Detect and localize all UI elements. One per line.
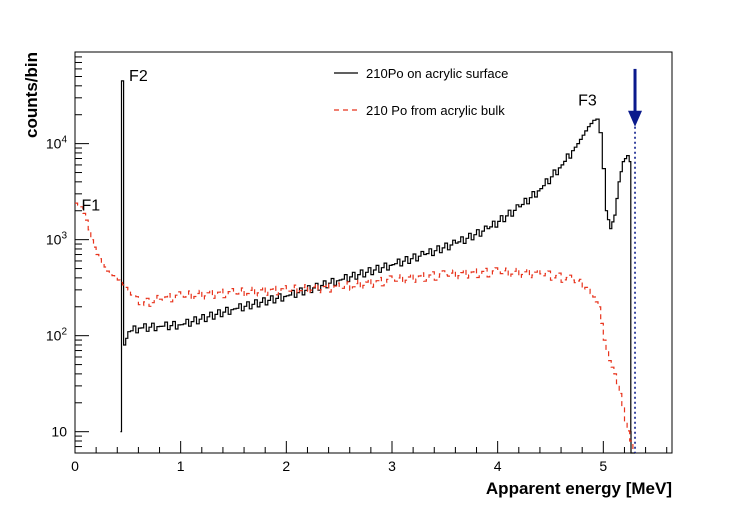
x-tick-label: 0	[71, 458, 79, 474]
x-tick-label: 1	[177, 458, 185, 474]
x-tick-label: 4	[494, 458, 502, 474]
x-tick-label: 2	[282, 458, 290, 474]
y-tick-label: 10	[51, 424, 67, 440]
series-bulk-line	[75, 202, 634, 453]
peak-label-f2: F2	[129, 68, 148, 85]
x-axis-title: Apparent energy [MeV]	[486, 479, 672, 498]
peak-label-f1: F1	[82, 198, 101, 215]
x-tick-label: 5	[599, 458, 607, 474]
energy-marker	[628, 68, 643, 453]
y-tick-label: 103	[46, 231, 68, 248]
y-tick-label: 102	[46, 327, 68, 344]
y-tick-label: 104	[46, 135, 68, 152]
series-layer	[75, 80, 635, 454]
series-surface-line	[120, 80, 635, 454]
y-axis-title: counts/bin	[22, 52, 41, 138]
x-tick-label: 3	[388, 458, 396, 474]
legend: 210Po on acrylic surface 210 Po from acr…	[334, 66, 508, 118]
peak-annotations: F1 F2 F3	[82, 68, 597, 215]
marker-arrow-head	[628, 110, 643, 127]
legend-label-bulk: 210 Po from acrylic bulk	[366, 103, 505, 118]
y-axis-ticks: 10 102 103 104	[46, 51, 89, 454]
peak-label-f3: F3	[578, 92, 597, 109]
x-axis-ticks: 0 1 2 3 4 5	[71, 441, 668, 474]
legend-label-surface: 210Po on acrylic surface	[366, 66, 508, 81]
plot-frame	[74, 51, 673, 454]
